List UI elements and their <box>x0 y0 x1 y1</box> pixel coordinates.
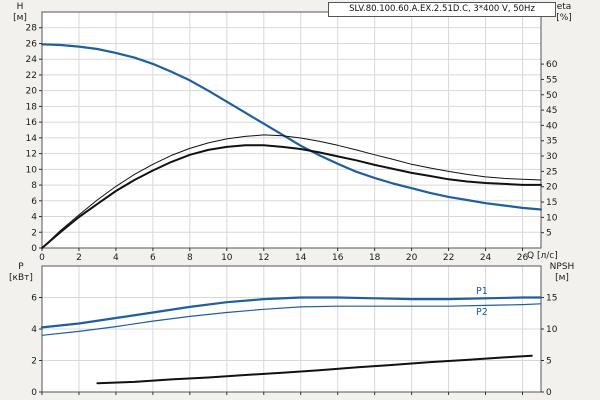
eta-axis-name: eta <box>556 2 572 12</box>
y-left-tick-label: 10 <box>26 165 38 175</box>
y-right-tick-label: 45 <box>546 106 557 116</box>
y-right-tick-label: 55 <box>546 75 557 85</box>
curve-P2 <box>41 303 542 336</box>
y-right-tick-label: 15 <box>546 294 557 304</box>
y-right-tick-label: 50 <box>546 91 558 101</box>
x-tick-label: 18 <box>369 253 381 263</box>
y-left-tick-label: 4 <box>31 213 37 223</box>
curve-eta-total <box>41 144 542 249</box>
curve-P1 <box>40 296 543 329</box>
chart-area-1: 0 2 4 6 0 5 10 15 <box>31 265 558 398</box>
x-tick-label: 22 <box>443 253 454 263</box>
y-left-tick-label: 0 <box>31 388 37 398</box>
y-left-tick-label: 28 <box>26 24 38 34</box>
p-axis-name: P <box>18 262 24 272</box>
y-right-tick-label: 30 <box>546 152 558 162</box>
x-tick-label: 2 <box>76 253 82 263</box>
x-tick-label: 10 <box>221 253 233 263</box>
y-left-tick-label: 8 <box>31 181 37 191</box>
y-left-tick-label: 0 <box>31 244 37 254</box>
npsh-axis-unit: [м] <box>555 273 569 283</box>
y-left-tick-label: 22 <box>26 71 37 81</box>
y-left-tick-label: 12 <box>26 150 37 160</box>
chart-title-box: SLV.80.100.60.A.EX.2.51D.C, 3*400 V, 50H… <box>328 2 556 17</box>
plot-border <box>41 11 542 249</box>
curve-head <box>40 43 543 211</box>
y-left-tick-label: 2 <box>31 357 37 367</box>
y-right-tick-label: 20 <box>546 183 558 193</box>
h-axis-label: H [м] <box>6 2 34 24</box>
npsh-axis-label: NPSH [м] <box>540 262 584 284</box>
eta-axis-label: eta [%] <box>548 2 580 24</box>
curve-NPSH <box>96 354 533 385</box>
y-left-tick-label: 20 <box>26 87 38 97</box>
eta-axis-unit: [%] <box>556 13 572 23</box>
npsh-axis-name: NPSH <box>549 262 575 272</box>
y-left-tick-label: 6 <box>31 294 37 304</box>
p-axis-label: P [кВт] <box>5 262 37 284</box>
x-tick-label: 8 <box>187 253 193 263</box>
y-right-tick-label: 5 <box>546 229 552 239</box>
y-right-tick-label: 35 <box>546 137 557 147</box>
chart-area-0: 0246810121416182022242628510152025303540… <box>26 11 558 263</box>
y-left-tick-label: 24 <box>26 55 38 65</box>
h-axis-unit: [м] <box>13 13 27 23</box>
p-axis-unit: [кВт] <box>9 273 33 283</box>
x-tick-label: 14 <box>295 253 307 263</box>
y-left-tick-label: 4 <box>31 325 37 335</box>
x-tick-label: 0 <box>39 253 45 263</box>
y-right-tick-label: 15 <box>546 198 557 208</box>
y-right-tick-label: 10 <box>546 325 558 335</box>
x-tick-label: 4 <box>113 253 119 263</box>
x-tick-label: 12 <box>258 253 269 263</box>
y-right-tick-label: 60 <box>546 60 558 70</box>
y-left-tick-label: 14 <box>26 134 38 144</box>
y-right-tick-label: 40 <box>546 121 558 131</box>
curve-eta-pump <box>41 134 542 249</box>
x-tick-label: 26 <box>517 253 529 263</box>
y-right-tick-label: 5 <box>546 357 552 367</box>
y-right-tick-label: 0 <box>546 388 552 398</box>
y-left-tick-label: 18 <box>26 102 38 112</box>
x-tick-label: 20 <box>406 253 418 263</box>
y-left-tick-label: 2 <box>31 228 37 238</box>
plot-background <box>42 12 541 248</box>
x-tick-label: 24 <box>480 253 492 263</box>
x-tick-label: 16 <box>332 253 344 263</box>
h-axis-name: H <box>16 2 24 12</box>
y-left-tick-label: 6 <box>31 197 37 207</box>
x-tick-label: 6 <box>150 253 156 263</box>
y-left-tick-label: 16 <box>26 118 38 128</box>
p2-series-label: P2 <box>476 307 488 318</box>
p1-series-label: P1 <box>476 286 488 297</box>
y-right-tick-label: 25 <box>546 167 557 177</box>
y-right-tick-label: 10 <box>546 213 558 223</box>
q-axis-label: Q [л/с] <box>527 251 558 261</box>
y-left-tick-label: 26 <box>26 39 38 49</box>
